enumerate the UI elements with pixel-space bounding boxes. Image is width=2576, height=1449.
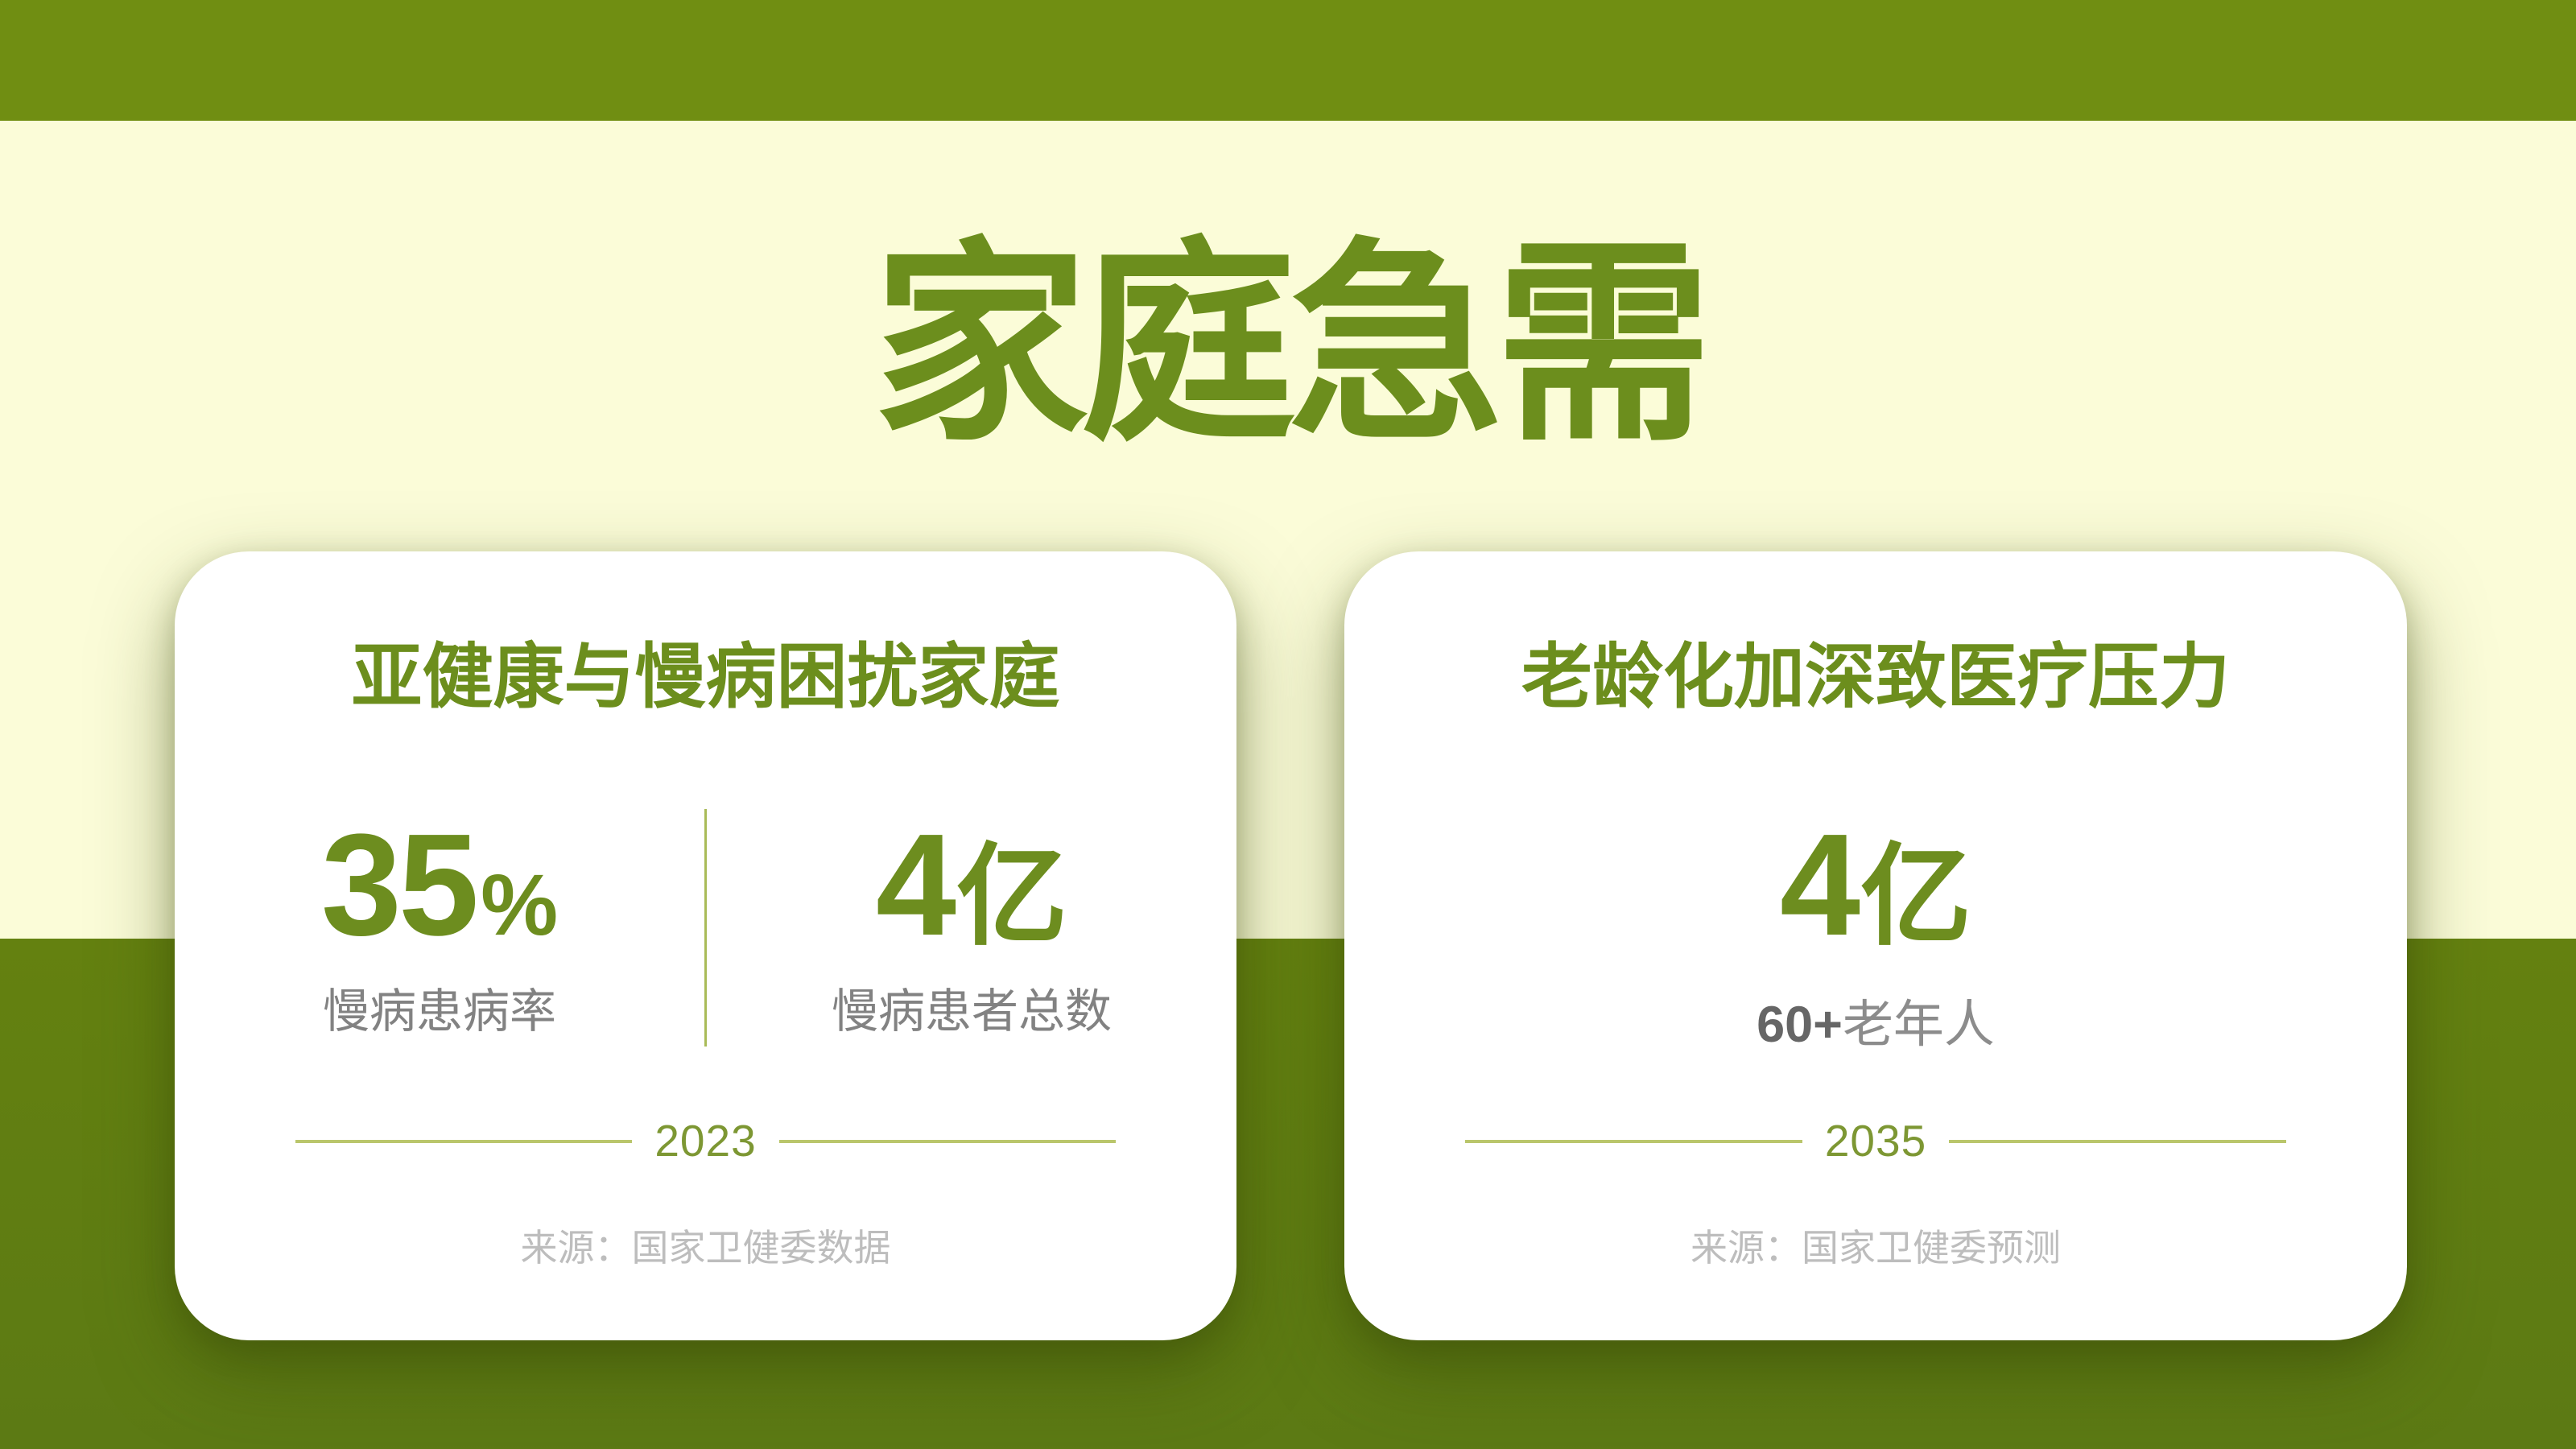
stat-chronic-rate: 35% 慢病患病率 (175, 813, 704, 1035)
top-bar (0, 0, 2576, 121)
stat-unit-yi: 亿 (1860, 835, 1972, 959)
year-line-left (1465, 1139, 1802, 1143)
label-elderly-text: 老年人 (1842, 997, 1995, 1053)
stat-value-chronic-rate: 35% (321, 813, 558, 958)
card-heading-chronic: 亚健康与慢病困扰家庭 (351, 637, 1060, 716)
year-line-right (1949, 1139, 2287, 1143)
stat-label-chronic-rate: 慢病患病率 (322, 985, 556, 1038)
stat-number-text: 4 (1779, 804, 1860, 966)
stat-number-text: 35 (320, 804, 479, 966)
slide-title: 家庭急需 (873, 224, 1711, 465)
stat-label-elderly: 60+老年人 (1757, 1000, 1995, 1051)
card-heading-aging: 老龄化加深致医疗压力 (1521, 637, 2230, 716)
year-text: 2035 (1824, 1116, 1927, 1166)
stat-unit-percent: % (481, 856, 559, 953)
year-row: 2035 (1465, 1116, 2287, 1166)
year-line-left (295, 1139, 633, 1143)
year-row: 2023 (295, 1116, 1117, 1166)
vertical-divider (704, 809, 707, 1046)
year-text: 2023 (654, 1116, 757, 1166)
stat-label-chronic-total: 慢病患者总数 (831, 985, 1112, 1038)
year-line-right (778, 1139, 1117, 1143)
stat-unit-yi: 亿 (956, 835, 1068, 959)
label-age-threshold: 60+ (1757, 997, 1843, 1053)
source-note-aging: 来源：国家卫健委预测 (1690, 1227, 2061, 1269)
source-note-chronic: 来源：国家卫健委数据 (520, 1227, 891, 1269)
stat-number-text: 4 (875, 804, 956, 966)
